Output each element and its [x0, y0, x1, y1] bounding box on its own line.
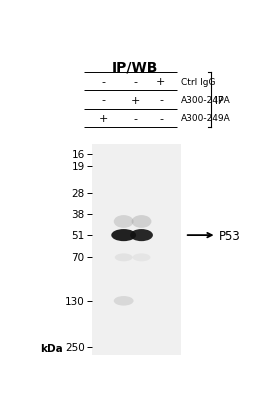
- Ellipse shape: [114, 216, 134, 228]
- Text: 250: 250: [65, 342, 84, 352]
- Bar: [92, 145, 181, 355]
- Text: P53: P53: [218, 229, 240, 242]
- Ellipse shape: [130, 230, 153, 242]
- Text: -: -: [133, 114, 137, 123]
- Text: +: +: [156, 77, 166, 87]
- Text: 38: 38: [71, 210, 84, 220]
- Text: -: -: [159, 95, 163, 105]
- Text: A300-247A: A300-247A: [181, 96, 231, 105]
- Ellipse shape: [111, 230, 136, 242]
- Text: 28: 28: [71, 189, 84, 199]
- Text: 19: 19: [71, 161, 84, 171]
- Ellipse shape: [115, 254, 133, 262]
- Ellipse shape: [114, 296, 134, 306]
- Text: 130: 130: [65, 296, 84, 306]
- Text: 70: 70: [71, 253, 84, 263]
- Text: -: -: [101, 95, 105, 105]
- Ellipse shape: [132, 216, 152, 228]
- Text: +: +: [131, 95, 140, 105]
- Text: -: -: [101, 77, 105, 87]
- Text: 51: 51: [71, 230, 84, 240]
- Ellipse shape: [133, 254, 151, 262]
- Text: -: -: [159, 114, 163, 123]
- Text: IP/WB: IP/WB: [112, 61, 158, 75]
- Text: kDa: kDa: [40, 343, 63, 353]
- Text: A300-249A: A300-249A: [181, 114, 231, 123]
- Text: -: -: [133, 77, 137, 87]
- Text: Ctrl IgG: Ctrl IgG: [181, 78, 215, 87]
- Text: +: +: [99, 114, 108, 123]
- Text: IP: IP: [215, 95, 223, 105]
- Text: 16: 16: [71, 150, 84, 159]
